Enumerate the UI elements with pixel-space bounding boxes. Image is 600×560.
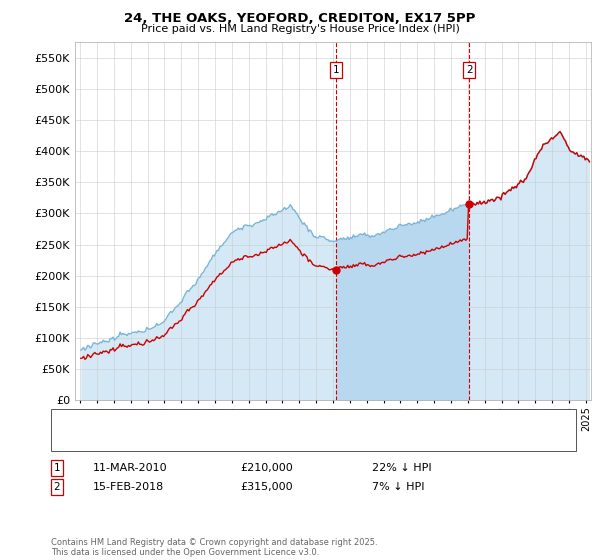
Text: 11-MAR-2010: 11-MAR-2010 [93, 463, 167, 473]
Text: 1: 1 [53, 463, 61, 473]
Text: Price paid vs. HM Land Registry's House Price Index (HPI): Price paid vs. HM Land Registry's House … [140, 24, 460, 34]
Text: HPI: Average price, detached house, Mid Devon: HPI: Average price, detached house, Mid … [89, 435, 337, 445]
Text: Contains HM Land Registry data © Crown copyright and database right 2025.
This d: Contains HM Land Registry data © Crown c… [51, 538, 377, 557]
Text: 2: 2 [466, 65, 473, 75]
Text: 7% ↓ HPI: 7% ↓ HPI [372, 482, 425, 492]
Text: £315,000: £315,000 [240, 482, 293, 492]
Text: 2: 2 [53, 482, 61, 492]
Text: 22% ↓ HPI: 22% ↓ HPI [372, 463, 431, 473]
Text: 15-FEB-2018: 15-FEB-2018 [93, 482, 164, 492]
Text: £210,000: £210,000 [240, 463, 293, 473]
Text: 24, THE OAKS, YEOFORD, CREDITON, EX17 5PP (detached house): 24, THE OAKS, YEOFORD, CREDITON, EX17 5P… [89, 416, 430, 426]
Text: 24, THE OAKS, YEOFORD, CREDITON, EX17 5PP: 24, THE OAKS, YEOFORD, CREDITON, EX17 5P… [124, 12, 476, 25]
Text: 1: 1 [332, 65, 339, 75]
